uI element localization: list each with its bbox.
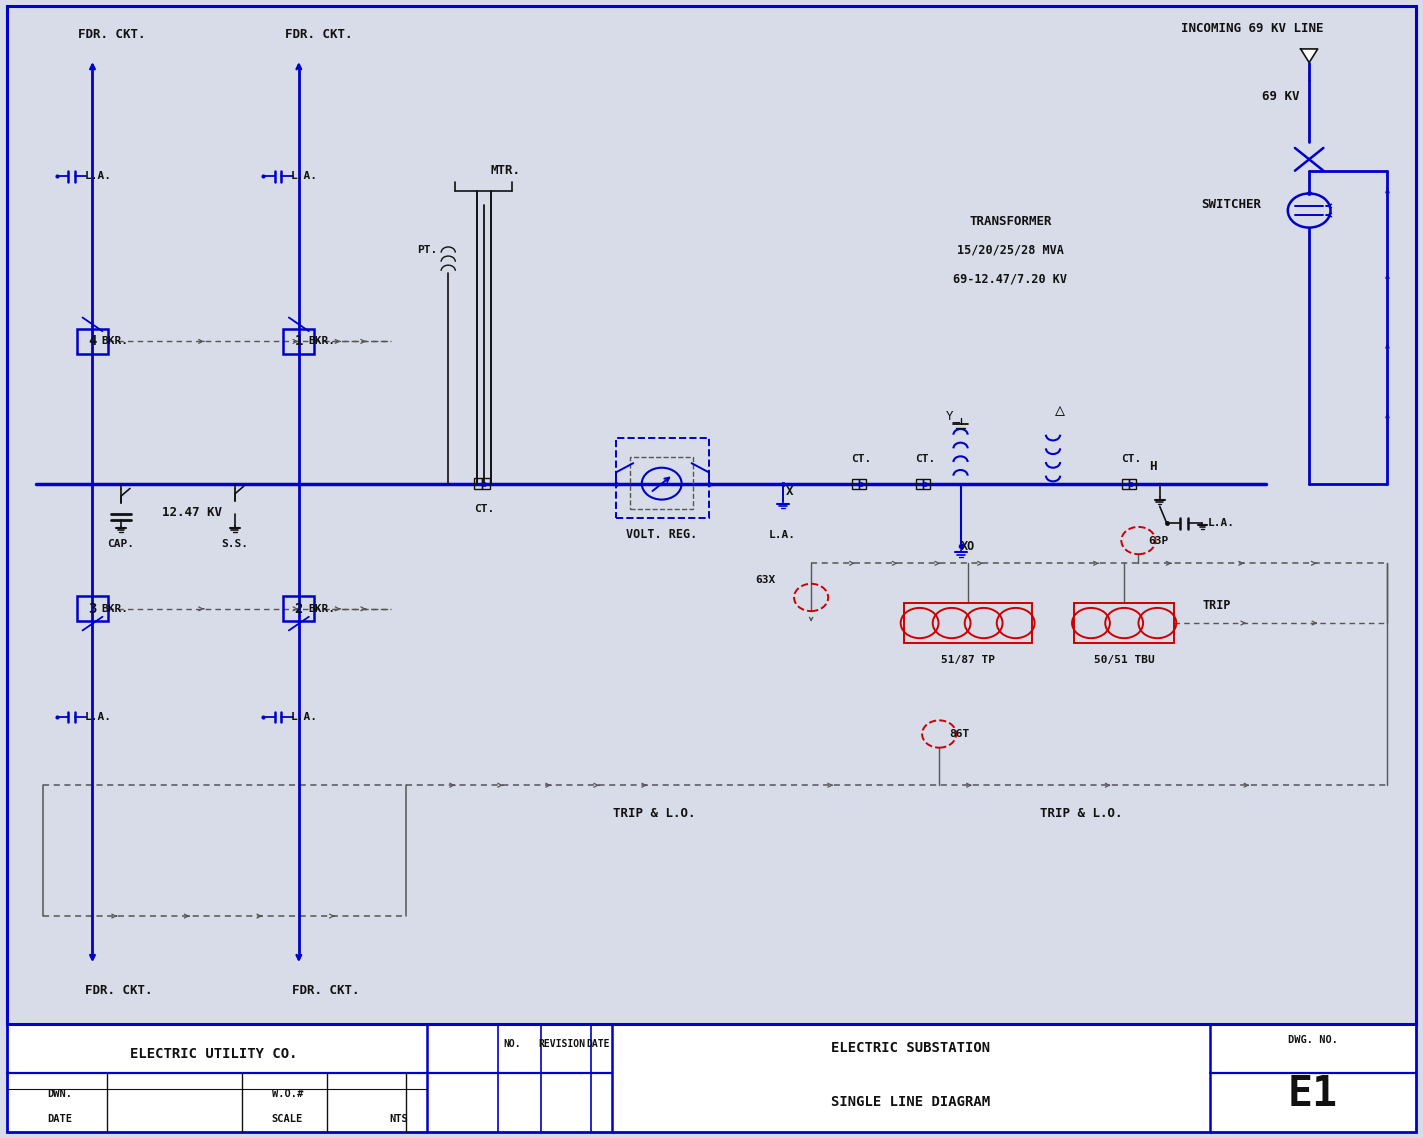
- Text: FDR. CKT.: FDR. CKT.: [285, 27, 351, 41]
- Text: TRIP & L.O.: TRIP & L.O.: [1040, 807, 1123, 820]
- Text: XO: XO: [961, 539, 975, 553]
- Bar: [481, 478, 490, 489]
- Text: 69 KV: 69 KV: [1262, 90, 1299, 104]
- Text: FDR. CKT.: FDR. CKT.: [78, 27, 145, 41]
- Text: FDR. CKT.: FDR. CKT.: [85, 983, 152, 997]
- Text: Y̲: Y̲: [946, 409, 961, 422]
- Text: SCALE: SCALE: [272, 1114, 303, 1124]
- Text: 1: 1: [295, 335, 303, 348]
- Bar: [77, 596, 108, 621]
- Text: INCOMING 69 KV LINE: INCOMING 69 KV LINE: [1181, 22, 1323, 35]
- Text: 4: 4: [88, 335, 97, 348]
- Bar: [1123, 478, 1130, 489]
- Text: BKR.: BKR.: [309, 337, 334, 346]
- Text: L.A.: L.A.: [290, 172, 317, 181]
- Bar: [924, 478, 931, 489]
- Text: DWG. NO.: DWG. NO.: [1288, 1036, 1338, 1046]
- Text: TRANSFORMER: TRANSFORMER: [969, 215, 1052, 229]
- Text: 12.47 KV: 12.47 KV: [162, 505, 222, 519]
- Text: 2: 2: [295, 602, 303, 616]
- Text: H: H: [1148, 460, 1157, 473]
- Text: 50/51 TBU: 50/51 TBU: [1094, 655, 1154, 665]
- Text: BKR.: BKR.: [102, 604, 128, 613]
- Text: TRIP: TRIP: [1202, 600, 1231, 612]
- Bar: [474, 478, 481, 489]
- Text: E1: E1: [1288, 1073, 1338, 1115]
- Text: W.O.#: W.O.#: [272, 1089, 303, 1099]
- Bar: [630, 457, 693, 509]
- Text: DWN.: DWN.: [47, 1089, 73, 1099]
- Text: L.A.: L.A.: [1208, 519, 1234, 528]
- Text: PT.: PT.: [417, 246, 437, 255]
- Text: CT.: CT.: [851, 454, 871, 463]
- Bar: [904, 603, 1032, 643]
- Bar: [1130, 478, 1136, 489]
- Bar: [77, 329, 108, 354]
- Text: BKR.: BKR.: [309, 604, 334, 613]
- Text: L.A.: L.A.: [770, 530, 795, 539]
- Text: 51/87 TP: 51/87 TP: [941, 655, 995, 665]
- Text: S.S.: S.S.: [222, 539, 248, 549]
- Text: 69-12.47/7.20 KV: 69-12.47/7.20 KV: [953, 272, 1067, 286]
- Text: CT.: CT.: [1121, 454, 1141, 463]
- Text: BKR.: BKR.: [102, 337, 128, 346]
- Text: ELECTRIC SUBSTATION: ELECTRIC SUBSTATION: [831, 1041, 990, 1055]
- Bar: [916, 478, 924, 489]
- Bar: [283, 596, 314, 621]
- Text: 63P: 63P: [1148, 536, 1168, 545]
- Bar: [7, 1024, 1416, 1132]
- Text: VOLT. REG.: VOLT. REG.: [626, 528, 697, 542]
- Text: CT.: CT.: [915, 454, 935, 463]
- Bar: [859, 478, 865, 489]
- Text: REVISION: REVISION: [538, 1039, 586, 1048]
- Text: CAP.: CAP.: [108, 539, 134, 549]
- Text: MTR.: MTR.: [490, 164, 521, 178]
- Text: X: X: [785, 485, 794, 498]
- Text: DATE: DATE: [47, 1114, 73, 1124]
- Text: 3: 3: [88, 602, 97, 616]
- Text: SINGLE LINE DIAGRAM: SINGLE LINE DIAGRAM: [831, 1095, 990, 1110]
- Text: 15/20/25/28 MVA: 15/20/25/28 MVA: [956, 244, 1064, 257]
- Bar: [7, 6, 1416, 1024]
- Text: L.A.: L.A.: [290, 712, 317, 721]
- Text: NTS: NTS: [388, 1114, 408, 1124]
- Text: L.A.: L.A.: [84, 712, 111, 721]
- Text: SWITCHER: SWITCHER: [1201, 198, 1261, 212]
- Bar: [616, 438, 709, 518]
- Text: TRIP & L.O.: TRIP & L.O.: [613, 807, 696, 820]
- Polygon shape: [1301, 49, 1318, 63]
- Bar: [852, 478, 859, 489]
- Text: ELECTRIC UTILITY CO.: ELECTRIC UTILITY CO.: [129, 1047, 297, 1062]
- Text: FDR. CKT.: FDR. CKT.: [292, 983, 359, 997]
- Text: △: △: [1054, 401, 1066, 419]
- Text: DATE: DATE: [586, 1039, 609, 1048]
- Text: L.A.: L.A.: [84, 172, 111, 181]
- Text: 86T: 86T: [949, 729, 969, 739]
- Text: CT.: CT.: [474, 504, 494, 513]
- Bar: [1074, 603, 1174, 643]
- Bar: [283, 329, 314, 354]
- Text: NO.: NO.: [504, 1039, 521, 1048]
- Text: 63X: 63X: [756, 576, 776, 585]
